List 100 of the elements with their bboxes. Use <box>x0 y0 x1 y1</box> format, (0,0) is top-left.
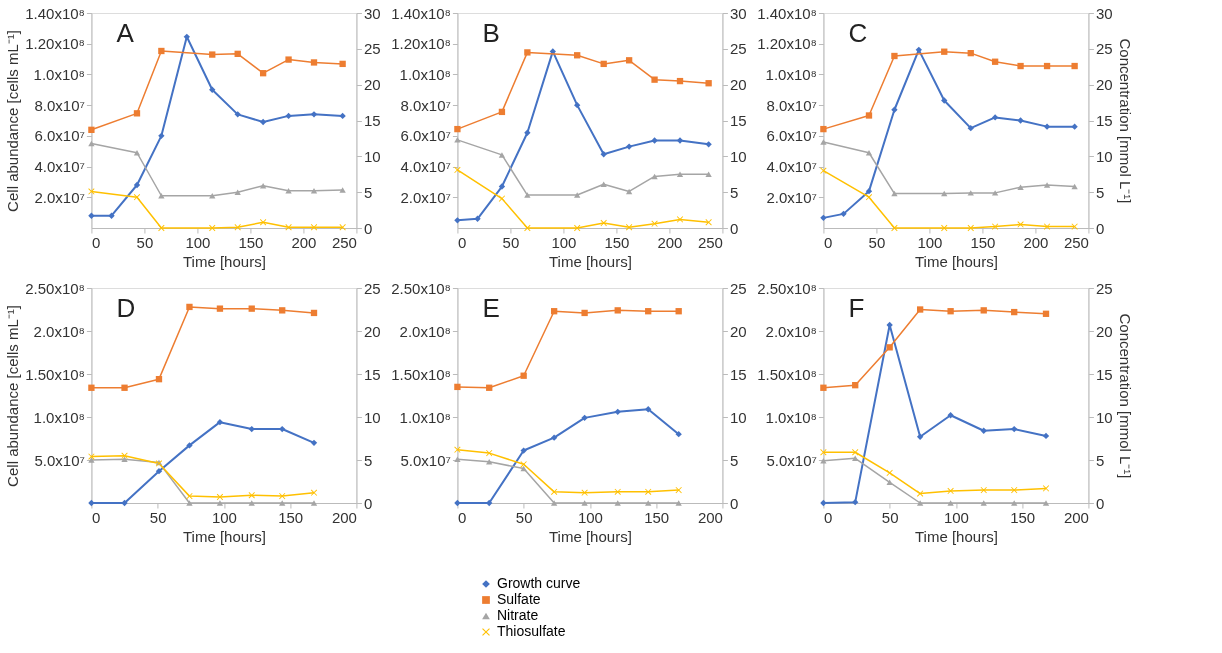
y-tick-label: 2.0x10⁷ <box>34 188 85 206</box>
x-tick-label: 250 <box>1063 233 1089 251</box>
annotation: C <box>848 18 868 48</box>
y-tick-label: 1.40x10⁸ <box>25 4 85 22</box>
x-axis-title: Time [hours] <box>183 252 266 270</box>
y-tick-label: 1.0x10⁸ <box>33 408 85 426</box>
x-tick-label: 200 <box>1023 233 1049 251</box>
y2-tick-label: 15 <box>363 112 381 129</box>
y2-tick-label: 5 <box>1095 183 1105 201</box>
y-axis-title: Cell abundance [cells mL⁻¹] <box>4 30 22 212</box>
y2-tick-label: 20 <box>363 76 381 94</box>
y2-tick-label: 20 <box>729 322 747 340</box>
y-tick-label: 6.0x10⁷ <box>766 127 817 145</box>
annotation: B <box>482 18 500 48</box>
y2-tick-label: 10 <box>729 408 747 426</box>
y-tick-label: 2.50x10⁸ <box>757 279 817 297</box>
y2-tick-label: 0 <box>1095 219 1105 237</box>
y-tick-label: 6.0x10⁷ <box>400 127 451 145</box>
x-tick-label: 100 <box>185 233 211 251</box>
y2-tick-label: 10 <box>1095 147 1113 165</box>
x-tick-label: 150 <box>644 508 670 526</box>
y2-tick-label: 25 <box>363 279 381 297</box>
x-tick-label: 0 <box>91 233 101 251</box>
x-tick-label: 50 <box>868 233 886 251</box>
y-tick-label: 2.0x10⁷ <box>766 188 817 206</box>
y2-tick-label: 10 <box>363 147 381 165</box>
x-tick-label: 0 <box>823 508 833 526</box>
y2-tick-label: 0 <box>729 219 739 237</box>
x-axis-title: Time [hours] <box>549 252 632 270</box>
legend-label: Thiosulfate <box>497 623 566 639</box>
y-tick-label: 2.50x10⁸ <box>25 279 85 297</box>
y-tick-label: 2.0x10⁸ <box>399 322 451 340</box>
legend-label: Growth curve <box>497 575 581 591</box>
x-tick-label: 150 <box>238 233 264 251</box>
x-tick-label: 250 <box>697 233 723 251</box>
y2-tick-label: 20 <box>1095 76 1113 94</box>
x-tick-label: 250 <box>331 233 357 251</box>
y-tick-label: 2.0x10⁷ <box>400 188 451 206</box>
y2-tick-label: 0 <box>363 494 373 512</box>
y2-tick-label: 25 <box>1095 40 1113 58</box>
y2-tick-label: 5 <box>729 451 739 469</box>
x-tick-label: 150 <box>1010 508 1036 526</box>
y-tick-label: 1.20x10⁸ <box>25 35 85 53</box>
y2-tick-label: 15 <box>1095 365 1113 383</box>
y-tick-label: 8.0x10⁷ <box>766 96 817 114</box>
x-tick-label: 200 <box>1063 508 1089 526</box>
x-tick-label: 0 <box>457 233 467 251</box>
x-tick-label: 100 <box>917 233 943 251</box>
x-tick-label: 200 <box>331 508 357 526</box>
y-tick-label: 1.0x10⁸ <box>399 65 451 83</box>
annotation: A <box>116 18 135 48</box>
x-tick-label: 100 <box>943 508 969 526</box>
x-tick-label: 100 <box>551 233 577 251</box>
y2-tick-label: 30 <box>1095 4 1113 22</box>
y-tick-label: 1.0x10⁸ <box>399 408 451 426</box>
y2-tick-label: 30 <box>729 4 747 22</box>
x-tick-label: 50 <box>136 233 154 251</box>
x-tick-label: 150 <box>970 233 996 251</box>
annotation: F <box>848 293 865 323</box>
y2-tick-label: 30 <box>363 4 381 22</box>
x-tick-label: 50 <box>149 508 167 526</box>
y-tick-label: 1.50x10⁸ <box>757 365 817 383</box>
y-tick-label: 4.0x10⁷ <box>766 158 817 176</box>
y2-tick-label: 5 <box>363 183 373 201</box>
y2-tick-label: 10 <box>363 408 381 426</box>
y-tick-label: 2.50x10⁸ <box>391 279 451 297</box>
x-axis-title: Time [hours] <box>183 527 266 545</box>
y2-tick-label: 0 <box>729 494 739 512</box>
y-tick-label: 5.0x10⁷ <box>766 451 817 469</box>
x-tick-label: 200 <box>657 233 683 251</box>
x-axis-title: Time [hours] <box>915 252 998 270</box>
x-axis-title: Time [hours] <box>915 527 998 545</box>
y2-tick-label: 20 <box>1095 322 1113 340</box>
x-tick-label: 150 <box>278 508 304 526</box>
y2-tick-label: 15 <box>729 365 747 383</box>
y2-tick-label: 25 <box>1095 279 1113 297</box>
y-tick-label: 1.20x10⁸ <box>391 35 451 53</box>
y-tick-label: 1.0x10⁸ <box>765 65 817 83</box>
x-tick-label: 50 <box>881 508 899 526</box>
x-tick-label: 0 <box>823 233 833 251</box>
x-tick-label: 100 <box>577 508 603 526</box>
y-tick-label: 1.40x10⁸ <box>391 4 451 22</box>
x-tick-label: 200 <box>291 233 317 251</box>
y2-axis-title: Concentration [mmol L⁻¹] <box>1116 38 1134 204</box>
annotation: E <box>482 293 500 323</box>
x-axis-title: Time [hours] <box>549 527 632 545</box>
y-tick-label: 4.0x10⁷ <box>400 158 451 176</box>
y-tick-label: 4.0x10⁷ <box>34 158 85 176</box>
legend-label: Nitrate <box>497 607 539 623</box>
y2-tick-label: 15 <box>363 365 381 383</box>
y-tick-label: 5.0x10⁷ <box>34 451 85 469</box>
x-tick-label: 0 <box>91 508 101 526</box>
y-tick-label: 2.0x10⁸ <box>33 322 85 340</box>
x-tick-label: 50 <box>515 508 533 526</box>
x-tick-label: 100 <box>211 508 237 526</box>
y-tick-label: 2.0x10⁸ <box>765 322 817 340</box>
x-tick-label: 150 <box>604 233 630 251</box>
y2-tick-label: 25 <box>729 40 747 58</box>
y-tick-label: 1.0x10⁸ <box>33 65 85 83</box>
y2-tick-label: 0 <box>1095 494 1105 512</box>
